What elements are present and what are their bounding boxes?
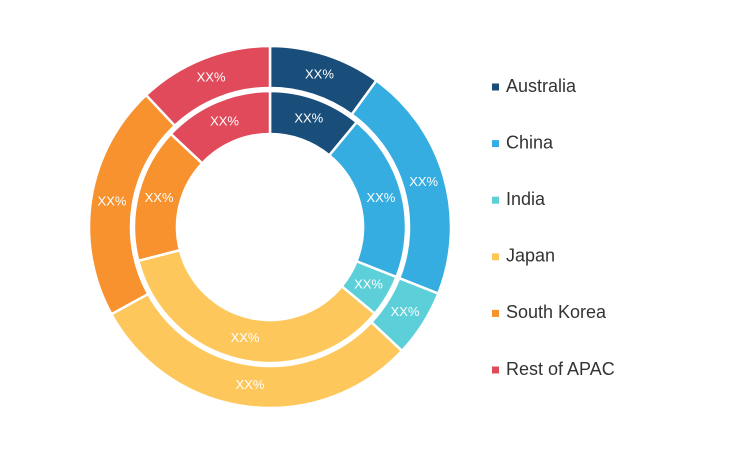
slice-label: XX% [145, 190, 174, 205]
slice-label: XX% [210, 113, 239, 128]
legend-swatch [492, 140, 499, 148]
donut-slice [144, 44, 272, 128]
legend-swatch [492, 83, 499, 91]
slice-label: XX% [98, 193, 127, 208]
legend-label: China [506, 132, 554, 152]
slice-label: XX% [235, 377, 264, 392]
slice-label: XX% [305, 66, 334, 81]
legend-label: Australia [506, 76, 577, 96]
slice-label: XX% [197, 70, 226, 85]
legend-label: South Korea [506, 302, 607, 322]
legend-swatch [492, 366, 499, 374]
donut-slice [169, 89, 272, 166]
legend-swatch [492, 196, 499, 204]
slice-label: XX% [231, 330, 260, 345]
legend-label: Rest of APAC [506, 359, 615, 379]
slice-label: XX% [366, 190, 395, 205]
legend-swatch [492, 309, 499, 317]
legend-label: India [506, 189, 546, 209]
legend-swatch [492, 253, 499, 261]
slice-label: XX% [354, 277, 383, 292]
slice-label: XX% [409, 174, 438, 189]
donut-slice [136, 248, 377, 365]
legend-label: Japan [506, 246, 555, 266]
slice-label: XX% [391, 304, 420, 319]
slice-label: XX% [294, 111, 323, 126]
